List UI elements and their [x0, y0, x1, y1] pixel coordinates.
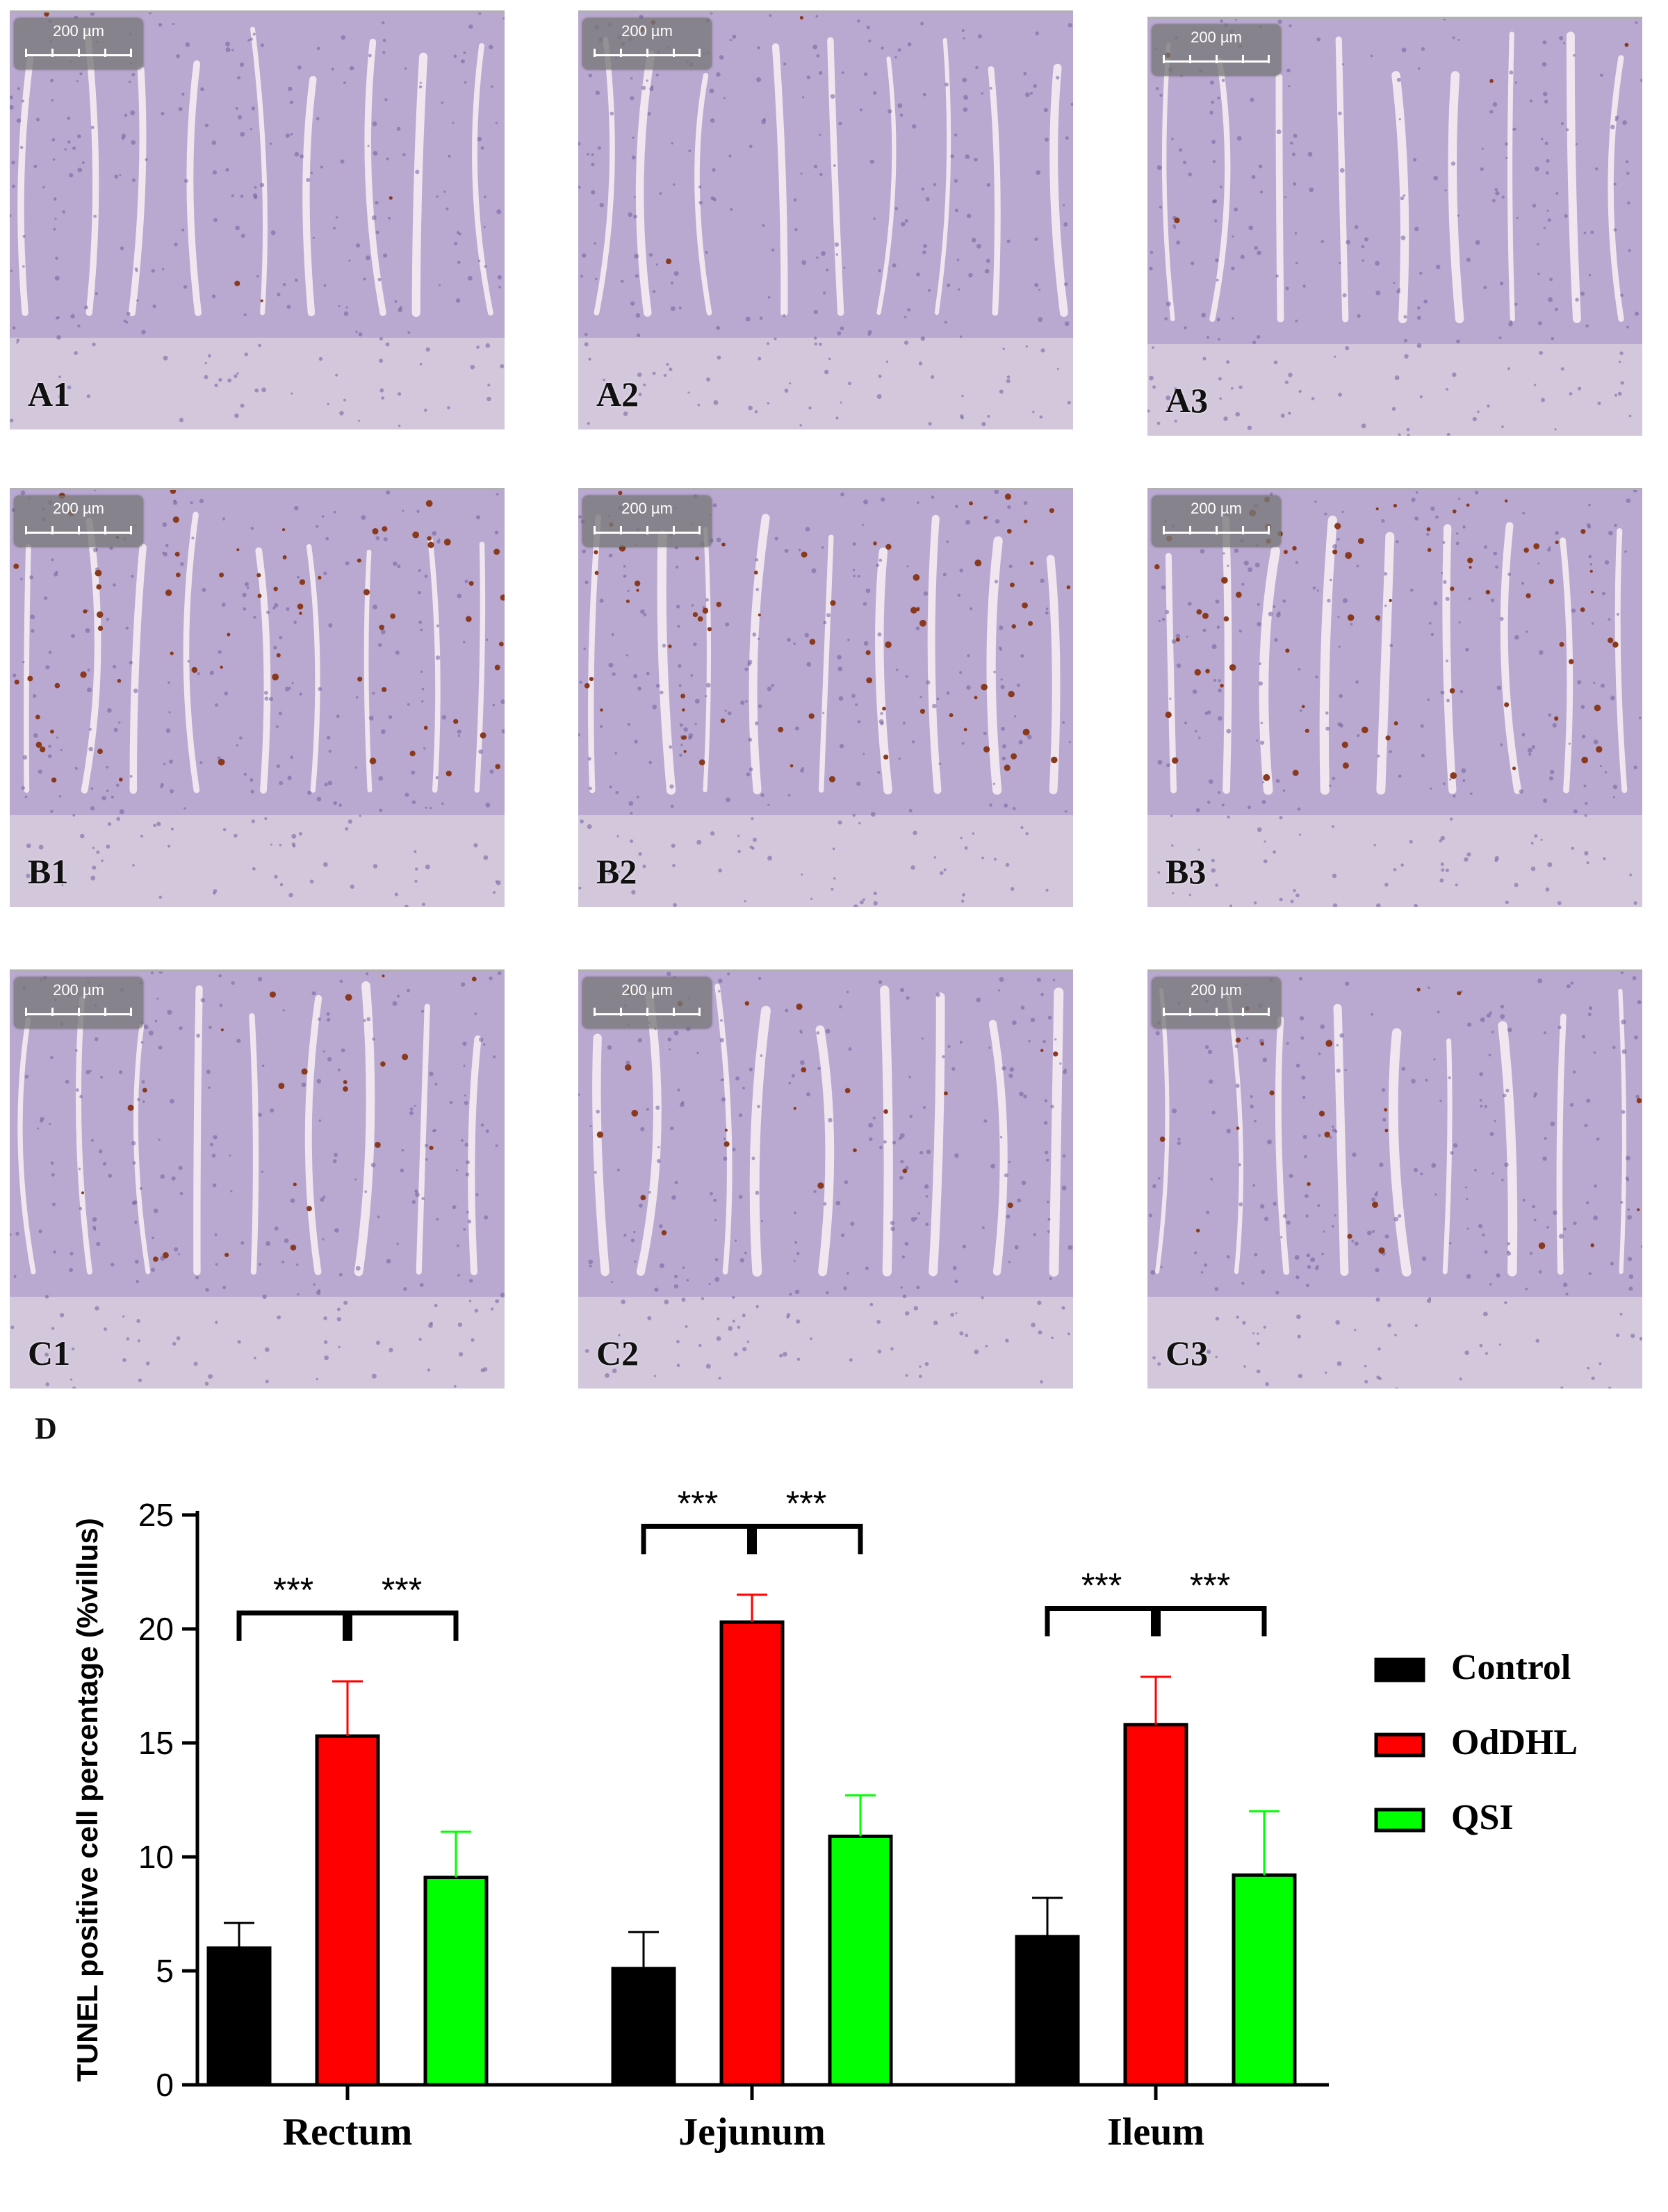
scale-bar: 200 µm [14, 977, 143, 1029]
micrograph-panel-a3: 200 µm A3 [1147, 17, 1642, 436]
tissue-image [578, 13, 1073, 429]
scale-bar-label: 200 µm [1191, 981, 1242, 999]
scale-bar: 200 µm [1152, 495, 1281, 547]
y-tick-label: 5 [156, 1953, 174, 1989]
micrograph-panel-b2: 200 µm B2 [578, 488, 1073, 907]
micrograph-panel-c2: 200 µm C2 [578, 969, 1073, 1388]
scale-bar: 200 µm [14, 18, 143, 69]
x-tick-label: Jejunum [678, 2111, 826, 2154]
bar-control-ileum [1015, 1935, 1080, 2087]
bar-oddhl-rectum [315, 1734, 380, 2087]
micrograph-panel-b3: 200 µm B3 [1147, 488, 1642, 907]
panel-label-d: D [35, 1411, 57, 1445]
panel-label-a1: A1 [28, 375, 71, 413]
scale-bar-label: 200 µm [53, 22, 104, 40]
scale-bar-label: 200 µm [53, 981, 104, 999]
tissue-image [10, 13, 505, 429]
scale-bar: 200 µm [582, 495, 712, 547]
scale-bar-label: 200 µm [621, 22, 673, 40]
bar-control-rectum [206, 1946, 272, 2087]
scale-bar-label: 200 µm [53, 500, 104, 517]
scale-bar: 200 µm [14, 495, 143, 547]
legend-swatch-control [1374, 1657, 1425, 1682]
scale-bar-label: 200 µm [621, 500, 673, 517]
tissue-image [10, 972, 505, 1388]
scale-bar-label: 200 µm [621, 981, 673, 999]
scale-bar-label: 200 µm [1191, 28, 1242, 46]
scale-bar: 200 µm [582, 977, 712, 1029]
y-tick-label: 15 [138, 1725, 174, 1761]
significance-bracket [641, 1523, 863, 1555]
tunel-bar-chart: 0 5 10 15 20 25 TUNEL positive cell percentage… [71, 1484, 1578, 2154]
legend-swatch-qsi [1374, 1808, 1425, 1833]
scale-bar: 200 µm [1152, 24, 1281, 76]
micrograph-panel-b1: 200 µm B1 [10, 488, 505, 907]
tissue-image [578, 490, 1073, 907]
micrograph-panel-a1: 200 µm A1 [10, 10, 505, 429]
chart-bars [206, 1594, 1297, 2087]
scale-bar: 200 µm [1152, 977, 1281, 1029]
chart-legend: Control OdDHL QSI [1374, 1648, 1578, 1837]
y-tick-label: 25 [138, 1497, 174, 1533]
micrograph-panel-a2: 200 µm A2 [578, 10, 1073, 429]
tissue-image [1147, 972, 1642, 1388]
tissue-image [578, 972, 1073, 1388]
y-axis-title: TUNEL positive cell percentage (%villus) [71, 1518, 104, 2081]
significance-label: *** [1081, 1566, 1122, 1605]
tissue-image [1147, 490, 1642, 907]
significance-label: *** [786, 1484, 826, 1523]
scale-bar-label: 200 µm [1191, 500, 1242, 517]
y-tick-label: 10 [138, 1839, 174, 1875]
panel-label-b1: B1 [28, 852, 69, 891]
significance-label: *** [273, 1571, 313, 1609]
panel-label-c2: C2 [596, 1334, 639, 1373]
x-tick-label: Rectum [283, 2111, 413, 2154]
bar-qsi-jejunum [828, 1834, 893, 2087]
panel-label-b2: B2 [596, 852, 637, 891]
bar-oddhl-ileum [1123, 1723, 1188, 2087]
legend-label-qsi: QSI [1451, 1798, 1514, 1837]
bar-oddhl-jejunum [719, 1620, 785, 2087]
y-tick-label: 0 [156, 2067, 174, 2103]
significance-brackets: *** *** *** *** *** *** [236, 1484, 1267, 1641]
tissue-image [10, 490, 505, 907]
micrograph-panel-c1: 200 µm C1 [10, 969, 505, 1388]
significance-bracket [1045, 1605, 1267, 1637]
bar-control-jejunum [611, 1967, 676, 2087]
y-tick-label: 20 [138, 1611, 174, 1647]
legend-swatch-oddhl [1374, 1732, 1425, 1758]
legend-label-control: Control [1451, 1648, 1571, 1687]
micrograph-panel-c3: 200 µm C3 [1147, 969, 1642, 1388]
tissue-image [1147, 19, 1642, 436]
panel-label-a3: A3 [1166, 381, 1209, 420]
panel-label-a2: A2 [596, 375, 639, 413]
significance-label: *** [382, 1571, 422, 1609]
significance-label: *** [678, 1484, 718, 1523]
panel-label-b3: B3 [1166, 852, 1207, 891]
x-tick-label: Ileum [1107, 2111, 1204, 2154]
scale-bar: 200 µm [582, 18, 712, 69]
bar-qsi-rectum [423, 1876, 489, 2087]
significance-label: *** [1190, 1566, 1230, 1605]
bar-qsi-ileum [1232, 1873, 1297, 2087]
legend-label-oddhl: OdDHL [1451, 1723, 1578, 1762]
panel-label-c3: C3 [1166, 1334, 1209, 1373]
panel-label-c1: C1 [28, 1334, 71, 1373]
